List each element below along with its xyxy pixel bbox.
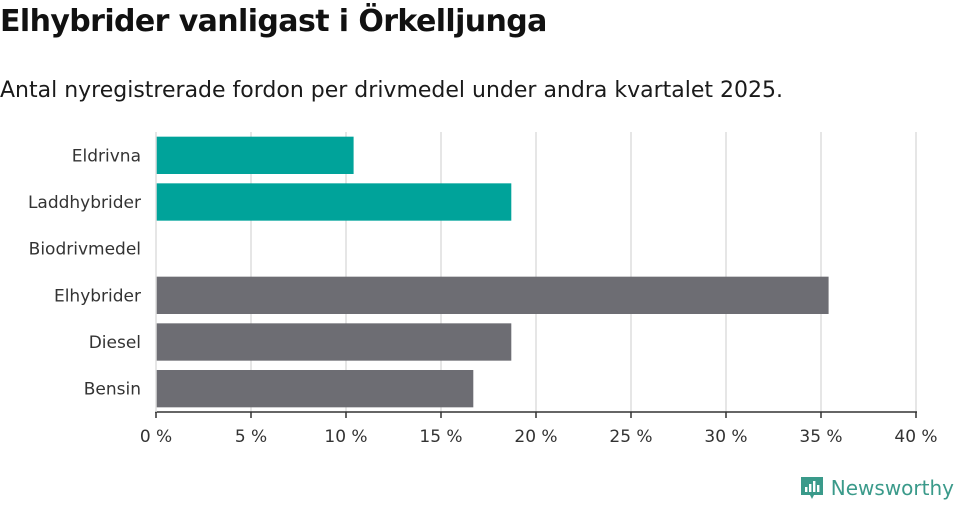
category-label: Elhybrider — [54, 286, 141, 306]
bar-laddhybrider — [156, 183, 512, 221]
bar-bensin — [156, 370, 474, 408]
x-tick-label: 30 % — [704, 427, 747, 447]
bar-elhybrider — [156, 276, 829, 314]
category-label: Eldrivna — [72, 146, 141, 166]
x-tick-label: 0 % — [140, 427, 172, 447]
x-tick-label: 20 % — [514, 427, 557, 447]
bar-eldrivna — [156, 136, 354, 174]
x-tick-label: 5 % — [235, 427, 267, 447]
bar-diesel — [156, 323, 512, 361]
category-label: Biodrivmedel — [29, 240, 141, 260]
x-tick-label: 25 % — [609, 427, 652, 447]
chart-subtitle: Antal nyregistrerade fordon per drivmede… — [0, 78, 783, 103]
x-tick-label: 35 % — [799, 427, 842, 447]
category-label: Diesel — [89, 333, 141, 353]
newsworthy-logo-text: Newsworthy — [830, 476, 954, 500]
category-label: Bensin — [84, 380, 141, 400]
x-tick-label: 40 % — [894, 427, 937, 447]
newsworthy-logo-icon — [800, 477, 823, 499]
category-label: Laddhybrider — [28, 193, 141, 213]
newsworthy-logo: Newsworthy — [799, 475, 954, 501]
chart-title: Elhybrider vanligast i Örkelljunga — [0, 4, 547, 39]
x-tick-label: 15 % — [419, 427, 462, 447]
x-tick-label: 10 % — [324, 427, 367, 447]
